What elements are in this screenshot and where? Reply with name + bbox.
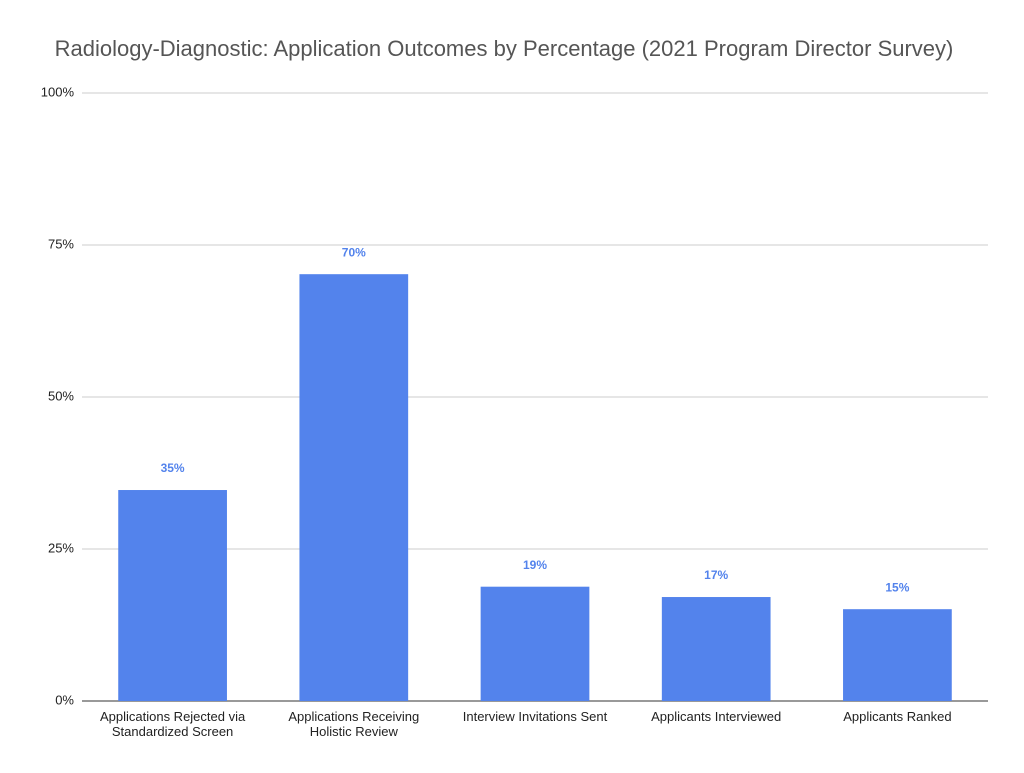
bar <box>843 609 952 701</box>
y-tick-label: 25% <box>48 540 74 555</box>
x-tick-label: Applications Rejected via Standardized S… <box>99 709 246 739</box>
x-tick-label: Applications Receiving Holistic Review <box>288 709 420 739</box>
x-tick-label: Interview Invitations Sent <box>462 709 608 724</box>
data-label: 35% <box>161 461 185 475</box>
bar <box>299 274 409 701</box>
bar <box>480 586 590 701</box>
x-tick-label: Applicants Interviewed <box>651 709 782 724</box>
y-tick-label: 0% <box>55 692 74 707</box>
data-label: 19% <box>523 558 547 572</box>
y-tick-label: 50% <box>48 388 74 403</box>
bar <box>661 597 771 701</box>
data-label: 15% <box>885 580 909 594</box>
data-label: 17% <box>704 568 728 582</box>
chart-title: Radiology-Diagnostic: Application Outcom… <box>55 36 954 61</box>
y-tick-label: 100% <box>41 84 75 99</box>
bar <box>118 490 227 701</box>
y-tick-label: 75% <box>48 236 74 251</box>
x-tick-label: Applicants Ranked <box>843 709 952 724</box>
data-label: 70% <box>342 245 366 259</box>
